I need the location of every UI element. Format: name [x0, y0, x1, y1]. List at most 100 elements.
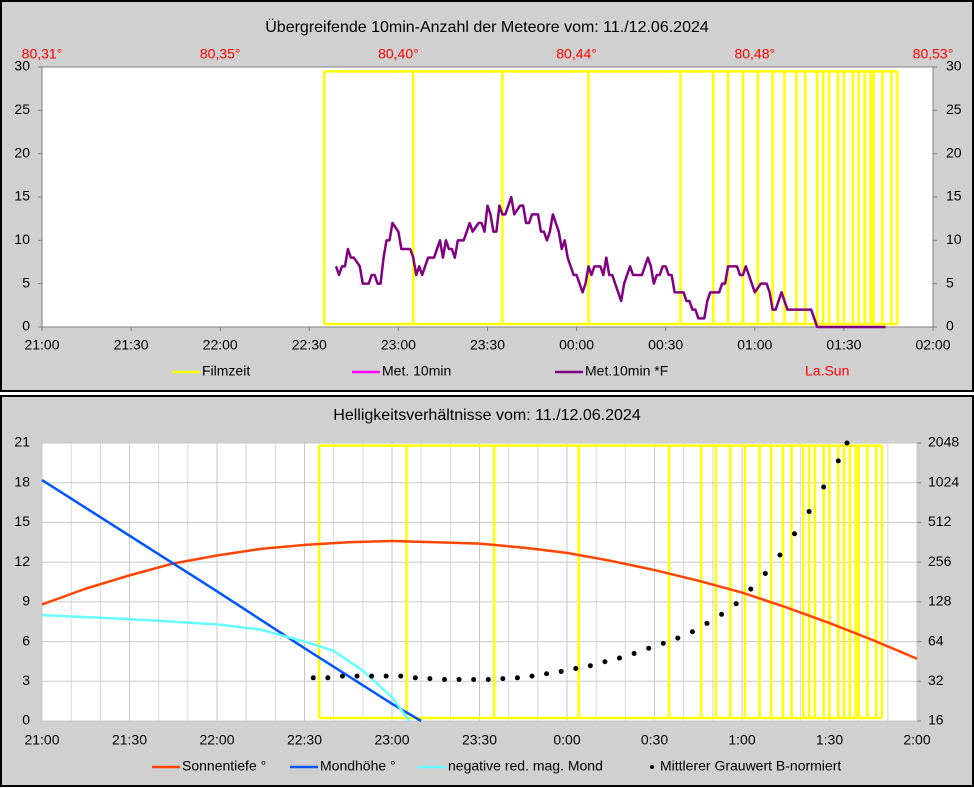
data-dot [383, 673, 389, 679]
data-dot [427, 676, 433, 682]
data-dot [412, 675, 418, 681]
x-tick-label: 01:30 [826, 337, 861, 353]
x-tick-label: 22:30 [287, 732, 322, 748]
x-tick-label: 02:00 [915, 337, 950, 353]
x-tick-label: 01:00 [737, 337, 772, 353]
data-dot [748, 586, 754, 592]
film-frame [319, 444, 882, 720]
chart-title: Helligkeitsverhältnisse vom: 11./12.06.2… [333, 407, 641, 424]
x2-tick-label: 80,31° [22, 46, 63, 62]
data-dot [646, 645, 652, 651]
x-tick-label: 22:00 [199, 732, 234, 748]
y-tick-label: 20 [14, 144, 30, 160]
y-tick-label: 0 [22, 318, 30, 334]
x2-tick-label: 80,40° [378, 46, 419, 62]
x2-tick-label: 80,48° [734, 46, 775, 62]
y-tick-label: 9 [22, 593, 30, 609]
y-tick-label: 10 [14, 231, 30, 247]
x-tick-label: 0:30 [641, 732, 668, 748]
data-dot [689, 629, 695, 635]
y2-tick-label: 25 [946, 101, 962, 117]
legend-label: Filmzeit [202, 363, 250, 379]
x-tick-label: 23:30 [470, 337, 505, 353]
data-dot [500, 676, 506, 682]
data-dot [456, 677, 462, 683]
data-dot [544, 671, 550, 677]
x-tick-label: 21:00 [24, 732, 59, 748]
film-frame [324, 70, 898, 326]
y2-tick-label: 32 [928, 672, 944, 688]
y-tick-label: 21 [14, 434, 30, 450]
legend-label: Met.10min *F [585, 363, 668, 379]
y-tick-label: 25 [14, 101, 30, 117]
y2-tick-label: 2048 [928, 434, 959, 450]
x-tick-label: 22:00 [203, 337, 238, 353]
data-dot [485, 677, 491, 683]
data-dot [617, 655, 622, 661]
data-dot [354, 673, 360, 679]
y-tick-label: 30 [14, 58, 30, 74]
y-tick-label: 3 [22, 672, 30, 688]
x-tick-label: 0:00 [553, 732, 580, 748]
data-dot [558, 668, 564, 674]
y-tick-label: 15 [14, 513, 30, 529]
data-dot [675, 635, 681, 641]
data-dot [587, 663, 593, 669]
legend-label: Met. 10min [382, 363, 451, 379]
chart-title: Übergreifende 10min-Anzahl der Meteore v… [265, 18, 709, 36]
y2-tick-label: 64 [928, 632, 944, 648]
legend-label: Mittlerer Grauwert B-normiert [660, 758, 841, 774]
x-tick-label: 23:00 [381, 337, 416, 353]
legend-symbol [650, 765, 654, 769]
data-dot [442, 677, 447, 683]
data-dot [792, 531, 797, 537]
data-line [41, 539, 918, 660]
x2-tick-label: 80,35° [200, 46, 241, 62]
plot-area [41, 66, 934, 328]
x-tick-label: 2:00 [903, 732, 930, 748]
x-tick-label: 1:30 [816, 732, 843, 748]
data-dot [835, 458, 841, 464]
x-tick-label: 00:00 [559, 337, 594, 353]
y-tick-label: 6 [22, 632, 30, 648]
data-dot [806, 508, 812, 514]
data-dot [660, 640, 666, 646]
y2-tick-label: 0 [946, 318, 954, 334]
data-dot [310, 675, 316, 681]
y-tick-label: 5 [22, 274, 30, 290]
y2-tick-label: 16 [928, 712, 944, 728]
data-dot [733, 601, 739, 607]
x-tick-label: 21:00 [24, 337, 59, 353]
legend-axis-label: La.Sun [805, 363, 849, 379]
data-dot [821, 484, 827, 490]
data-dot [325, 675, 331, 681]
data-dot [762, 570, 768, 576]
y-tick-label: 18 [14, 473, 30, 489]
x2-tick-label: 80,53° [913, 46, 954, 62]
data-dot [844, 440, 850, 446]
data-line [41, 479, 422, 723]
data-dot [631, 650, 637, 656]
x-tick-label: 00:30 [648, 337, 683, 353]
data-dot [529, 673, 535, 679]
y2-tick-label: 5 [946, 274, 954, 290]
data-dot [777, 552, 783, 558]
data-dot [602, 659, 608, 665]
y2-tick-label: 512 [928, 513, 952, 529]
y-tick-label: 12 [14, 553, 30, 569]
data-dot [704, 620, 710, 626]
y2-tick-label: 1024 [928, 473, 959, 489]
y2-tick-label: 15 [946, 188, 962, 204]
data-dot [339, 673, 345, 679]
x-tick-label: 23:00 [374, 732, 409, 748]
x2-tick-label: 80,44° [556, 46, 597, 62]
data-dot [573, 666, 579, 672]
data-dot [369, 673, 375, 679]
data-line [334, 195, 886, 329]
y-tick-label: 15 [14, 188, 30, 204]
data-dot [471, 677, 477, 683]
x-tick-label: 21:30 [114, 337, 149, 353]
x-tick-label: 22:30 [292, 337, 327, 353]
legend-label: negative red. mag. Mond [448, 758, 603, 774]
